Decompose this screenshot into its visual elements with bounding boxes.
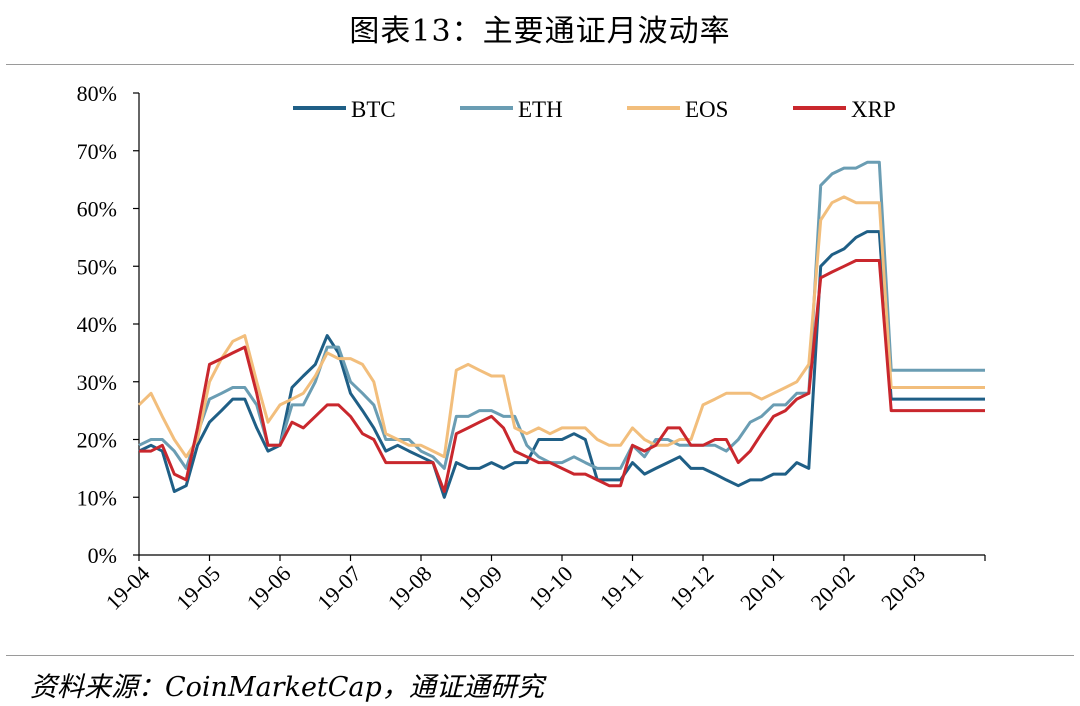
y-tick-label: 40% xyxy=(77,312,117,337)
y-tick-label: 30% xyxy=(77,370,117,395)
legend-label-eos: EOS xyxy=(685,97,728,122)
series-line-btc xyxy=(138,230,985,499)
legend-label-xrp: XRP xyxy=(851,97,896,122)
legend-label-btc: BTC xyxy=(351,97,396,122)
x-tick-label: 19-10 xyxy=(524,561,578,615)
x-tick-label: 19-06 xyxy=(242,561,296,615)
series-line-eth xyxy=(138,160,985,470)
bottom-divider xyxy=(6,655,1074,656)
x-tick-label: 19-05 xyxy=(171,561,225,615)
x-tick-label: 19-07 xyxy=(312,561,366,615)
series-line-eos xyxy=(137,195,985,459)
y-tick-label: 0% xyxy=(88,543,117,568)
series-layer xyxy=(137,160,985,499)
y-tick-label: 10% xyxy=(77,485,117,510)
top-divider xyxy=(6,64,1074,65)
x-tick-label: 19-11 xyxy=(595,561,648,614)
chart-title: 图表13：主要通证月波动率 xyxy=(349,14,731,49)
y-tick-label: 50% xyxy=(77,254,117,279)
legend-label-eth: ETH xyxy=(518,97,563,122)
y-tick-label: 70% xyxy=(77,139,117,164)
x-tick-label: 19-08 xyxy=(383,561,437,615)
x-tick-label: 20-03 xyxy=(876,561,930,615)
y-tick-label: 60% xyxy=(77,197,117,222)
series-line-xrp xyxy=(139,259,985,493)
x-tick-label: 19-04 xyxy=(101,561,155,615)
chart-axes: 0% 10% 20% 30% 40% 50% 60% 70% 80% 19-04 19-05 19-0… xyxy=(77,81,986,615)
source-note: 资料来源：CoinMarketCap，通证通研究 xyxy=(30,672,544,703)
y-tick-label: 80% xyxy=(77,81,117,106)
y-tick-label: 20% xyxy=(77,428,117,453)
chart-legend: BTC ETH EOS XRP xyxy=(293,97,896,122)
x-tick-label: 19-09 xyxy=(453,561,507,615)
x-tick-label: 20-01 xyxy=(735,561,789,615)
x-tick-label: 20-02 xyxy=(806,561,860,615)
x-tick-label: 19-12 xyxy=(665,561,719,615)
